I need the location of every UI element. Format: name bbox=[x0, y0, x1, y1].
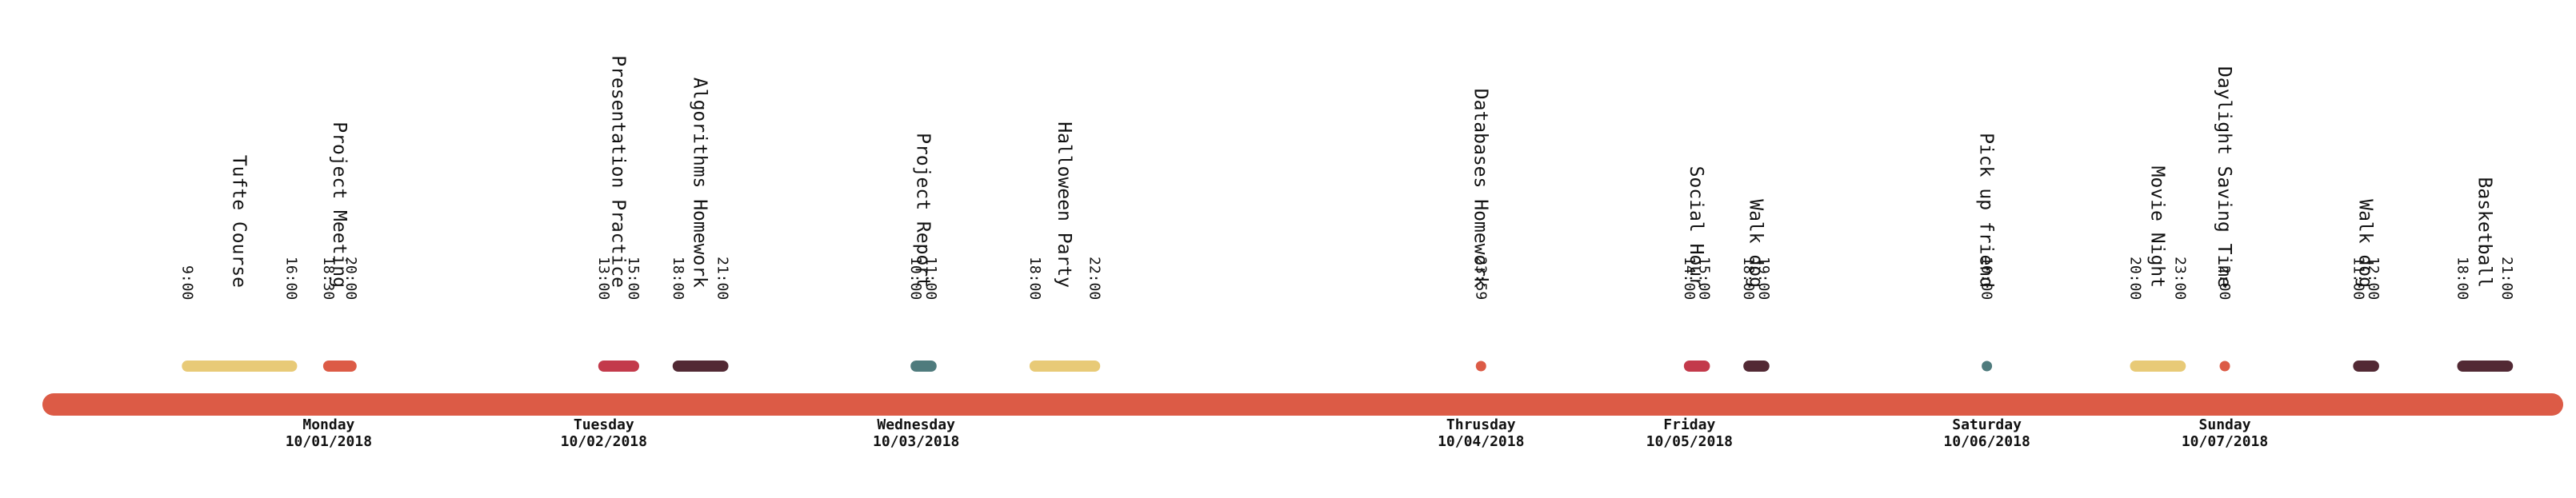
event-marker bbox=[1982, 361, 1993, 372]
event-bar bbox=[910, 361, 937, 372]
day-date-label: 10/07/2018 bbox=[2182, 433, 2268, 450]
event-name-label: Social Hour bbox=[1686, 166, 1706, 288]
event-bar bbox=[2353, 361, 2379, 372]
event-start-time: 9:00 bbox=[178, 265, 195, 300]
event-bar bbox=[182, 361, 298, 372]
event-name-label: Project Report bbox=[912, 133, 933, 288]
event-bar bbox=[1683, 361, 1710, 372]
event-bar bbox=[2457, 361, 2514, 372]
event-start-time: 10:00 bbox=[907, 257, 924, 300]
event-bar bbox=[1743, 361, 1770, 372]
event-start-time: 14:00 bbox=[1681, 257, 1698, 300]
event-start-time: 11:00 bbox=[2350, 257, 2366, 300]
event-marker bbox=[2219, 361, 2230, 372]
event-end-time: 21:00 bbox=[714, 257, 731, 300]
event-bar bbox=[598, 361, 639, 372]
day-date-label: 10/02/2018 bbox=[561, 433, 647, 450]
day-date-label: 10/03/2018 bbox=[873, 433, 959, 450]
event-name-label: Daylight Saving Time bbox=[2214, 66, 2234, 288]
event-start-time: 23:59 bbox=[1472, 257, 1489, 300]
event-name-label: Movie Night bbox=[2146, 166, 2167, 288]
day-name-label: Friday bbox=[1663, 416, 1715, 433]
day-date-label: 10/05/2018 bbox=[1646, 433, 1733, 450]
event-start-time: 18:00 bbox=[2454, 257, 2470, 300]
day-date-label: 10/01/2018 bbox=[286, 433, 372, 450]
event-start-time: 18:00 bbox=[670, 257, 686, 300]
day-name-label: Thrusday bbox=[1446, 416, 1516, 433]
event-name-label: Presentation Practice bbox=[607, 55, 628, 288]
event-name-label: Halloween Party bbox=[1054, 122, 1074, 288]
day-name-label: Wednesday bbox=[877, 416, 955, 433]
event-end-time: 15:00 bbox=[1695, 257, 1712, 300]
event-bar bbox=[672, 361, 729, 372]
event-start-time: 18:00 bbox=[1026, 257, 1043, 300]
event-end-time: 23:00 bbox=[2171, 257, 2188, 300]
event-name-label: Databases Homework bbox=[1470, 89, 1490, 288]
event-end-time: 16:00 bbox=[282, 257, 299, 300]
day-date-label: 10/04/2018 bbox=[1438, 433, 1524, 450]
event-marker bbox=[1475, 361, 1486, 372]
event-bar bbox=[322, 361, 357, 372]
event-name-label: Walk dog bbox=[1745, 199, 1766, 288]
event-end-time: 11:00 bbox=[922, 257, 939, 300]
event-start-time: 2:00 bbox=[2216, 265, 2233, 300]
event-name-label: Tufte Course bbox=[228, 155, 249, 288]
timeline-axis bbox=[42, 393, 2563, 416]
day-date-label: 10/06/2018 bbox=[1943, 433, 2030, 450]
event-end-time: 20:00 bbox=[342, 257, 359, 300]
event-name-label: Algorithms Homework bbox=[690, 78, 710, 288]
event-end-time: 19:00 bbox=[1755, 257, 1772, 300]
event-bar bbox=[1029, 361, 1101, 372]
day-name-label: Monday bbox=[302, 416, 354, 433]
event-start-time: 18:00 bbox=[1740, 257, 1757, 300]
event-bar bbox=[2130, 361, 2186, 372]
event-name-label: Pick up friend bbox=[1976, 133, 1997, 288]
day-name-label: Saturday bbox=[1952, 416, 2022, 433]
event-name-label: Project Meeting bbox=[329, 122, 350, 288]
event-end-time: 12:00 bbox=[2365, 257, 2382, 300]
event-start-time: 18:30 bbox=[320, 257, 337, 300]
event-start-time: 20:00 bbox=[2127, 257, 2144, 300]
event-end-time: 21:00 bbox=[2498, 257, 2515, 300]
event-start-time: 13:00 bbox=[595, 257, 612, 300]
event-end-time: 22:00 bbox=[1086, 257, 1102, 300]
event-end-time: 15:00 bbox=[625, 257, 642, 300]
day-name-label: Sunday bbox=[2199, 416, 2251, 433]
event-name-label: Walk dog bbox=[2355, 199, 2376, 288]
event-start-time: 10:00 bbox=[1978, 257, 1995, 300]
event-name-label: Basketball bbox=[2474, 177, 2494, 288]
day-name-label: Tuesday bbox=[574, 416, 634, 433]
